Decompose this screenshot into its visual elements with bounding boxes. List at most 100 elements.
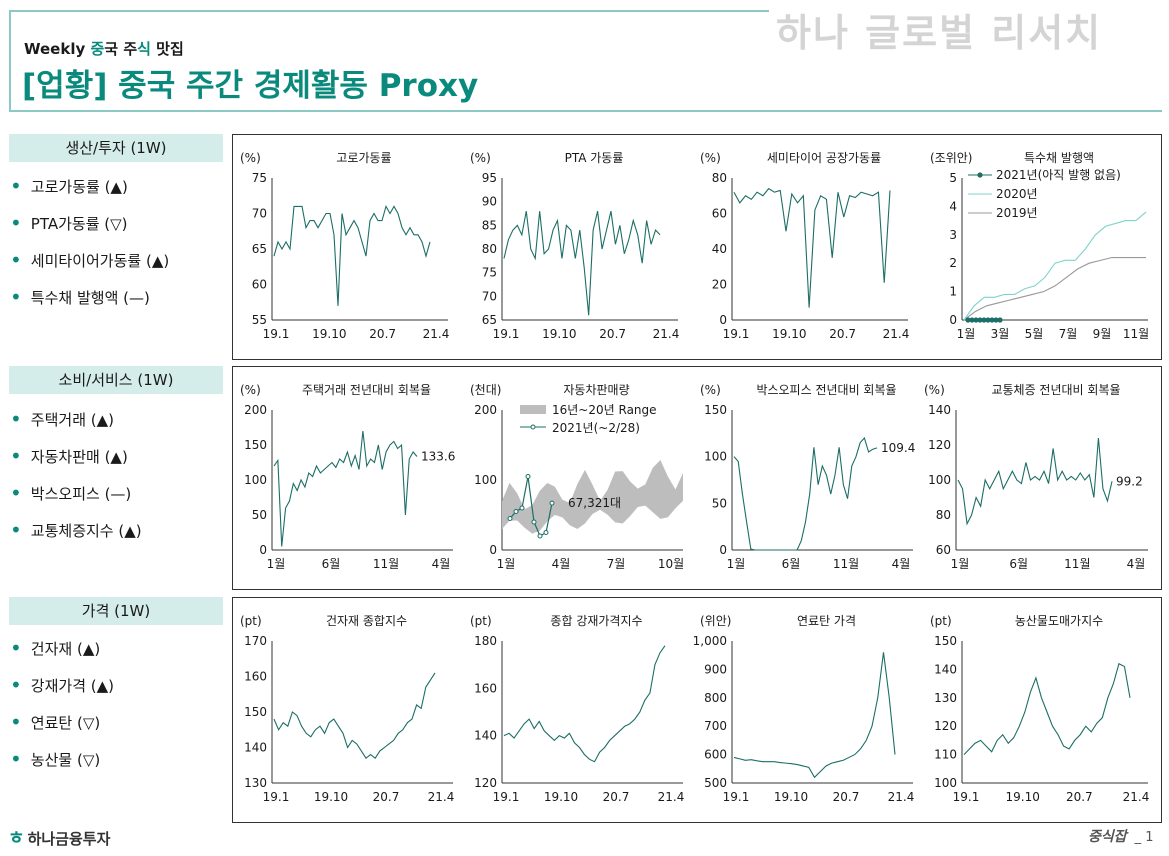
data-point xyxy=(525,474,531,479)
x-tick-label: 21.4 xyxy=(658,790,685,804)
page-footer: 중식잡 _ 1 xyxy=(1088,826,1154,846)
chart-unit: (%) xyxy=(470,151,491,165)
section-items-production: 고로가동률 (▲) PTA가동률 (▽) 세미타이어가동률 (▲) 특수채 발행… xyxy=(10,174,169,322)
y-tick-label: 500 xyxy=(704,776,727,790)
signature: 중식잡 xyxy=(1088,829,1127,845)
y-tick-label: 0 xyxy=(719,313,727,327)
section-label-prices: 가격 (1W) xyxy=(9,597,223,625)
y-tick-label: 0 xyxy=(719,543,727,557)
y-tick-label: 3 xyxy=(949,228,957,242)
x-tick-label: 21.4 xyxy=(653,327,680,341)
data-point-2021 xyxy=(993,317,999,323)
y-tick-label: 65 xyxy=(482,313,497,327)
series-line xyxy=(273,204,431,306)
x-tick-label: 19.1 xyxy=(263,790,290,804)
x-tick-label: 19.10 xyxy=(1005,790,1039,804)
y-tick-label: 100 xyxy=(934,776,957,790)
brand-title: 하나 글로벌 리서치 xyxy=(776,11,1103,55)
x-tick-label: 11월 xyxy=(373,557,399,571)
x-tick-label: 21.4 xyxy=(423,327,450,341)
y-tick-label: 160 xyxy=(474,681,497,695)
y-tick-label: 130 xyxy=(244,776,267,790)
x-tick-label: 1월 xyxy=(951,557,970,571)
x-tick-label: 11월 xyxy=(1123,327,1149,341)
legend-label-2021: 2021년(아직 발행 없음) xyxy=(996,167,1121,182)
chart-title: 연료탄 가격 xyxy=(797,614,856,628)
x-tick-label: 19.10 xyxy=(774,790,808,804)
y-tick-label: 150 xyxy=(704,403,727,417)
list-item: 농산물 (▽) xyxy=(10,747,114,784)
data-point-2021 xyxy=(965,317,971,323)
chart-special-bond: (조위안) 특수채 발행액 5 4 3 2 1 01월 3월 5월 7월 9월 11월 2021년(아직 … xyxy=(930,150,1149,341)
company-logo: ㅎ 하나금융투자 xyxy=(8,828,111,849)
y-tick-label: 140 xyxy=(934,662,957,676)
y-tick-label: 200 xyxy=(244,403,267,417)
chart-title: 교통체증 전년대비 회복율 xyxy=(991,383,1120,397)
series-line xyxy=(503,211,661,316)
data-point xyxy=(513,509,519,514)
y-tick-label: 110 xyxy=(934,748,957,762)
list-item: 연료탄 (▽) xyxy=(10,710,114,747)
legend-marker-2021 xyxy=(530,424,536,430)
data-point-2021 xyxy=(977,317,983,323)
y-tick-label: 75 xyxy=(252,171,267,185)
y-tick-label: 65 xyxy=(252,242,267,256)
y-tick-label: 0 xyxy=(949,313,957,327)
chart-unit: (pt) xyxy=(240,614,262,628)
x-tick-label: 11월 xyxy=(833,557,859,571)
list-item: 특수채 발행액 (—) xyxy=(10,285,169,322)
chart-unit: (%) xyxy=(240,383,261,397)
y-tick-label: 80 xyxy=(482,242,497,256)
y-tick-label: 0 xyxy=(259,543,267,557)
data-point xyxy=(537,533,543,539)
data-point xyxy=(531,519,537,525)
x-tick-label: 20.7 xyxy=(1066,790,1093,804)
series-line xyxy=(273,672,436,759)
chart-unit: (%) xyxy=(924,383,945,397)
chart-title: 박스오피스 전년대비 회복율 xyxy=(756,383,896,397)
x-tick-label: 20.7 xyxy=(833,790,860,804)
header-top-rule xyxy=(9,10,769,12)
chart-box-office: (%) 박스오피스 전년대비 회복율 150 100 50 01월 6월 11월 4월 109.4 xyxy=(700,383,915,571)
x-tick-label: 4월 xyxy=(432,557,451,571)
data-point-2021 xyxy=(981,317,987,323)
panel-prices xyxy=(232,597,1162,823)
panel-consumption xyxy=(232,366,1162,590)
data-label: 133.6 xyxy=(421,449,455,463)
list-item: 세미타이어가동률 (▲) xyxy=(10,248,169,285)
chart-auto-sales: (천대) 자동차판매량 200 100 01월 4월 7월 10월 67,321대 16년~20년… xyxy=(470,382,684,571)
header-frame xyxy=(9,10,1162,112)
y-tick-label: 50 xyxy=(252,508,267,522)
data-point-2021 xyxy=(985,317,991,323)
data-point-2021 xyxy=(997,317,1003,323)
series-line xyxy=(733,436,878,551)
data-point xyxy=(519,505,525,511)
data-point xyxy=(543,530,549,535)
y-tick-label: 120 xyxy=(934,719,957,733)
chart-title: PTA 가동률 xyxy=(565,151,624,165)
y-tick-label: 0 xyxy=(489,543,497,557)
data-point xyxy=(507,516,513,521)
y-tick-label: 60 xyxy=(252,278,267,292)
section-items-consumption: 주택거래 (▲) 자동차판매 (▲) 박스오피스 (—) 교통체증지수 (▲) xyxy=(10,407,142,555)
list-item: 주택거래 (▲) xyxy=(10,407,142,444)
y-tick-label: 60 xyxy=(712,207,727,221)
chart-unit: (%) xyxy=(700,151,721,165)
y-tick-label: 60 xyxy=(936,543,951,557)
x-tick-label: 19.1 xyxy=(493,327,520,341)
data-label: 99.2 xyxy=(1116,474,1143,488)
x-tick-label: 21.4 xyxy=(888,790,915,804)
data-point-2021 xyxy=(969,317,975,323)
y-tick-label: 90 xyxy=(482,195,497,209)
section-label-consumption: 소비/서비스 (1W) xyxy=(9,366,223,394)
chart-title: 농산물도매가지수 xyxy=(1015,614,1103,628)
y-tick-label: 2 xyxy=(949,256,957,270)
y-tick-label: 600 xyxy=(704,748,727,762)
y-tick-label: 1 xyxy=(949,285,957,299)
legend-label-2021: 2021년(~2/28) xyxy=(552,421,640,435)
data-point-2021 xyxy=(973,317,979,323)
y-tick-label: 50 xyxy=(712,496,727,510)
section-label-production: 생산/투자 (1W) xyxy=(9,134,223,162)
data-point xyxy=(549,500,555,506)
